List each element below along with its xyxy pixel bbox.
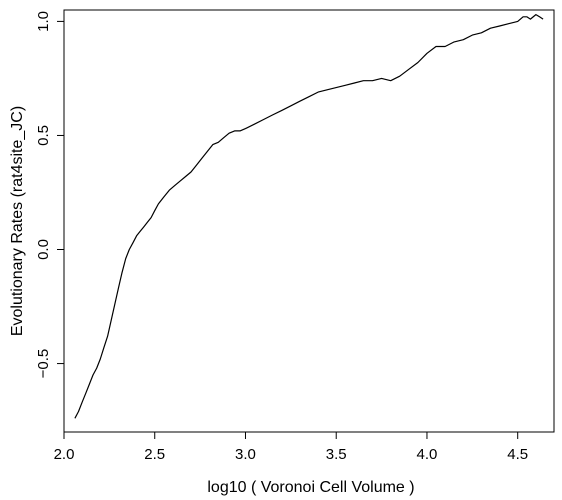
x-tick-label: 4.5 bbox=[507, 446, 528, 463]
x-tick-label: 3.0 bbox=[235, 446, 256, 463]
x-tick-label: 2.5 bbox=[144, 446, 165, 463]
x-tick-label: 3.5 bbox=[326, 446, 347, 463]
plot-frame bbox=[64, 10, 554, 432]
x-axis: 2.0 2.5 3.0 3.5 4.0 4.5 bbox=[54, 432, 529, 463]
x-tick-label: 4.0 bbox=[417, 446, 438, 463]
y-tick-label: 0.0 bbox=[35, 239, 52, 260]
y-tick-label: 0.5 bbox=[35, 125, 52, 146]
y-axis-label: Evolutionary Rates (rat4site_JC) bbox=[9, 106, 26, 336]
y-tick-label: −0.5 bbox=[35, 349, 52, 379]
y-axis: −0.5 0.0 0.5 1.0 bbox=[35, 11, 64, 378]
x-tick-label: 2.0 bbox=[54, 446, 75, 463]
series-line bbox=[75, 15, 543, 419]
x-axis-label: log10 ( Voronoi Cell Volume ) bbox=[207, 479, 414, 496]
y-tick-label: 1.0 bbox=[35, 11, 52, 32]
